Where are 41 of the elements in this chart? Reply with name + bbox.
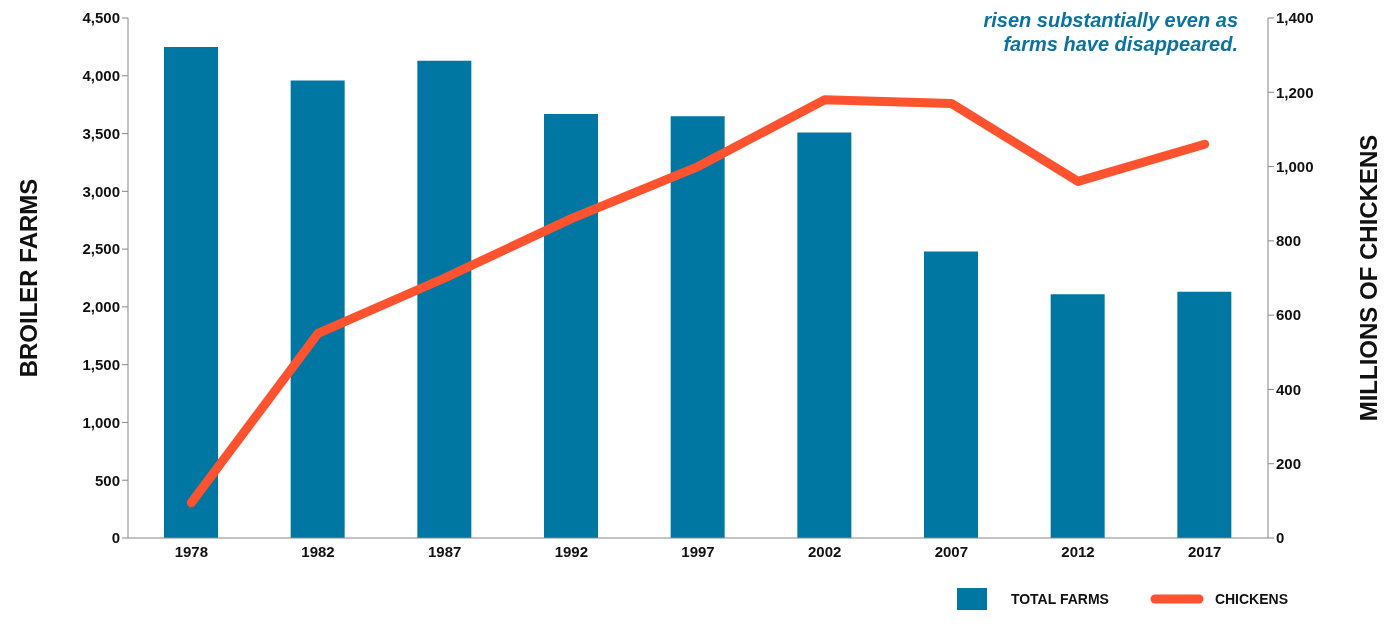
x-tick-label: 1987 xyxy=(427,542,462,560)
y-axis-title: BROILER FARMS xyxy=(14,178,42,378)
y2-tick-label: 1,400 xyxy=(1276,9,1314,27)
bar xyxy=(544,113,598,538)
y2-tick-label: 800 xyxy=(1276,232,1302,250)
y2-tick-label: 400 xyxy=(1276,380,1302,398)
y-tick-label: 4,000 xyxy=(82,67,120,85)
x-tick-label: 2002 xyxy=(807,542,842,560)
bar xyxy=(797,132,852,538)
bar xyxy=(924,251,978,538)
bar xyxy=(290,80,345,538)
y-tick-label: 3,000 xyxy=(82,182,120,200)
y2-tick-label: 0 xyxy=(1276,529,1285,547)
y2-tick-label: 1,000 xyxy=(1276,157,1314,175)
y2-tick-label: 600 xyxy=(1276,306,1302,324)
y-tick-label: 3,500 xyxy=(82,124,120,142)
y-tick-label: 2,500 xyxy=(82,240,120,258)
y2-tick-label: 200 xyxy=(1276,455,1302,473)
x-tick-label: 1992 xyxy=(554,542,589,560)
annotation: risen substantially even as farms have disappeared. xyxy=(982,8,1238,56)
y-tick-label: 4,500 xyxy=(82,9,120,27)
legend-label: TOTAL FARMS xyxy=(1010,591,1109,607)
x-tick-label: 2012 xyxy=(1061,542,1095,560)
y-tick-label: 500 xyxy=(94,471,120,489)
x-tick-label: 2007 xyxy=(934,542,969,560)
y2-tick-label: 1,200 xyxy=(1276,83,1314,101)
bar xyxy=(164,46,218,538)
bar xyxy=(670,116,725,538)
legend-label: CHICKENS xyxy=(1214,591,1288,607)
x-tick-label: 1978 xyxy=(174,542,209,560)
y-tick-label: 0 xyxy=(111,529,120,547)
y-tick-label: 2,000 xyxy=(82,298,120,316)
x-tick-label: 1982 xyxy=(301,542,335,560)
y-tick-label: 1,500 xyxy=(82,355,120,373)
y-tick-label: 1,000 xyxy=(82,413,120,431)
y2-axis-title: MILLIONS OF CHICKENS xyxy=(1354,134,1382,422)
x-tick-label: 2017 xyxy=(1187,542,1222,560)
bar xyxy=(417,60,472,538)
x-tick-label: 1997 xyxy=(681,542,715,560)
bar xyxy=(1177,291,1232,538)
bar xyxy=(1050,294,1105,538)
